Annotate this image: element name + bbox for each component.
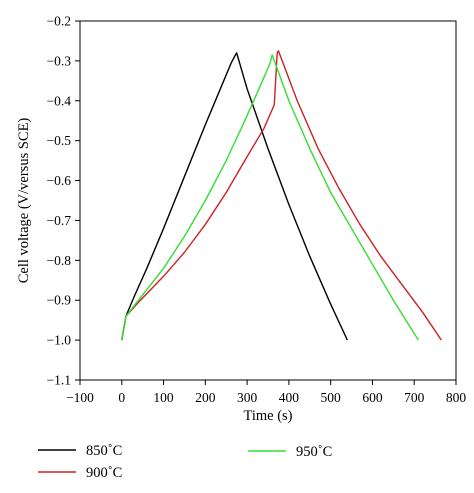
x-tick-label: 500 — [321, 390, 342, 405]
legend-label: 850˚C — [86, 443, 122, 459]
plot-border — [79, 20, 457, 381]
y-tick-label: −0.3 — [47, 53, 72, 68]
y-tick-label: −1.0 — [47, 333, 72, 348]
x-tick-label: 100 — [153, 390, 174, 405]
legend: 850˚C 900˚C 950˚C — [38, 443, 332, 481]
x-tick-label: 0 — [118, 390, 125, 405]
y-tick-label: −0.5 — [47, 133, 72, 148]
y-axis-title: Cell voltage (V/versus SCE) — [16, 118, 32, 284]
x-axis: −100 0 100 200 300 400 500 600 700 800 — [66, 380, 466, 405]
y-tick-label: −1.1 — [47, 373, 72, 388]
y-tick-label: −0.8 — [47, 253, 72, 268]
x-axis-title: Time (s) — [243, 408, 292, 424]
series-line — [121, 54, 419, 341]
y-tick-label: −0.7 — [47, 213, 72, 228]
x-tick-label: −100 — [66, 390, 94, 405]
plot-frame — [79, 20, 457, 381]
x-tick-label: 700 — [404, 390, 425, 405]
y-tick-label: −0.9 — [47, 293, 72, 308]
series-line — [121, 52, 349, 341]
y-tick-label: −0.2 — [47, 14, 72, 29]
y-tick-label: −0.6 — [47, 173, 72, 188]
x-tick-label: 200 — [195, 390, 216, 405]
series-layer — [121, 50, 442, 341]
x-tick-label: 600 — [362, 390, 383, 405]
x-tick-label: 400 — [279, 390, 300, 405]
legend-label: 950˚C — [296, 444, 332, 460]
y-axis: −0.2 −0.3 −0.4 −0.5 −0.6 −0.7 −0.8 −0.9 −1.0 −1.1 — [47, 14, 80, 388]
legend-label: 900˚C — [86, 465, 122, 481]
y-tick-label: −0.4 — [47, 93, 72, 108]
x-tick-label: 800 — [446, 390, 467, 405]
series-line — [121, 50, 442, 341]
x-tick-label: 300 — [237, 390, 258, 405]
